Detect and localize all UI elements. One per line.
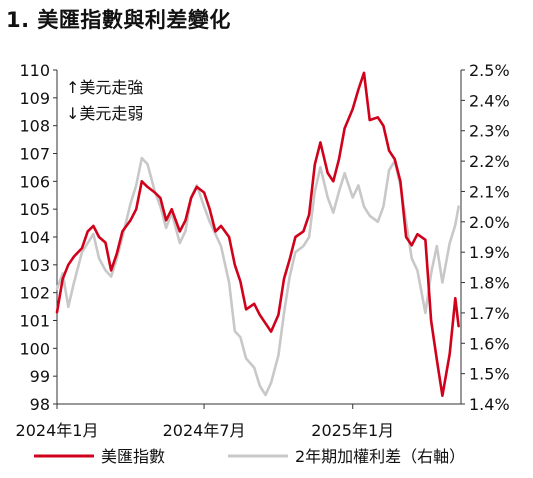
x-tick-label: 2024年7月 [163, 421, 246, 440]
left-tick-label: 106 [19, 172, 50, 191]
right-tick-label: 2.5% [469, 61, 510, 80]
left-tick-label: 99 [30, 367, 50, 386]
right-tick-label: 2.0% [469, 213, 510, 232]
left-tick-label: 102 [19, 284, 50, 303]
left-tick-label: 98 [30, 395, 50, 414]
right-tick-label: 1.8% [469, 274, 510, 293]
x-tick-label: 2024年1月 [16, 421, 99, 440]
right-tick-label: 2.2% [469, 152, 510, 171]
right-tick-label: 1.7% [469, 304, 510, 323]
left-tick-label: 101 [19, 312, 50, 331]
right-tick-label: 2.4% [469, 91, 510, 110]
chart-title: 1. 美匯指數與利差變化 [6, 8, 231, 32]
left-tick-label: 103 [19, 256, 50, 275]
left-tick-label: 109 [19, 89, 50, 108]
series-line-spread [55, 156, 460, 397]
annotation-up: ↑美元走強 [66, 78, 143, 97]
right-tick-label: 1.9% [469, 243, 510, 262]
right-tick-label: 1.6% [469, 334, 510, 353]
left-tick-label: 107 [19, 145, 50, 164]
legend-label: 2年期加權利差（右軸） [295, 447, 465, 466]
left-tick-label: 100 [19, 339, 50, 358]
left-tick-label: 105 [19, 200, 50, 219]
left-tick-label: 108 [19, 117, 50, 136]
left-tick-label: 110 [19, 61, 50, 80]
right-tick-label: 2.3% [469, 122, 510, 141]
annotation-down: ↓美元走弱 [66, 104, 143, 123]
legend-label: 美匯指數 [101, 447, 165, 466]
right-tick-label: 2.1% [469, 182, 510, 201]
left-tick-label: 104 [19, 228, 50, 247]
right-tick-label: 1.4% [469, 395, 510, 414]
x-tick-label: 2025年1月 [311, 421, 394, 440]
right-tick-label: 1.5% [469, 365, 510, 384]
series-line-dxy [55, 71, 460, 397]
